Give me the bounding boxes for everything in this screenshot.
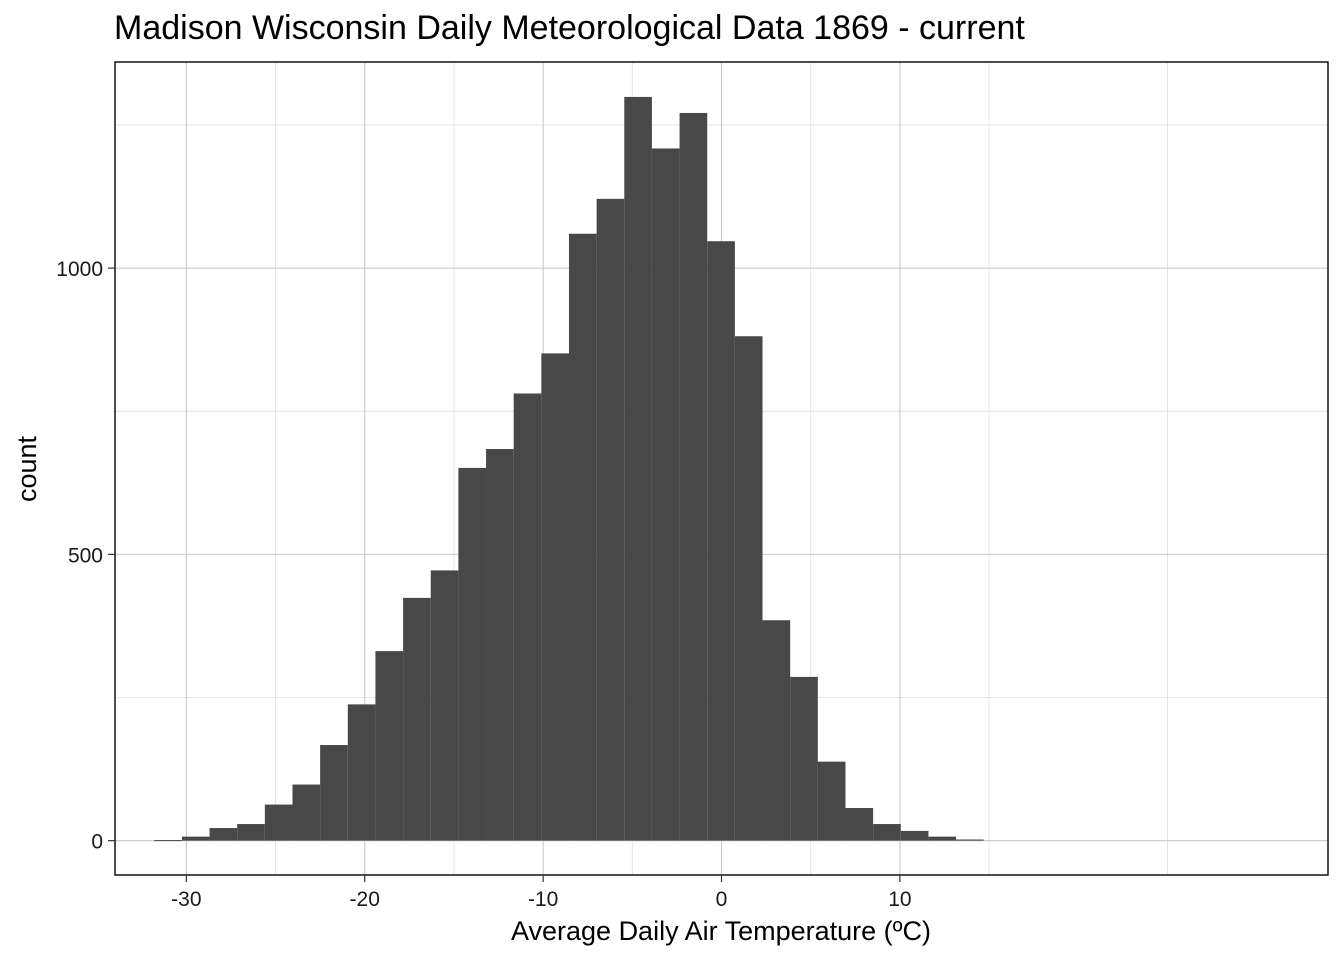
histogram-bar <box>900 830 929 841</box>
histogram-bar <box>292 784 321 841</box>
histogram-bar <box>568 233 597 841</box>
y-axis-title: count <box>12 435 42 502</box>
histogram-bar <box>375 651 404 841</box>
histogram-bar <box>624 96 652 841</box>
histogram-bar <box>181 836 210 841</box>
histogram-bar <box>707 241 735 841</box>
x-tick-label: -30 <box>171 888 201 911</box>
y-tick-label: 0 <box>91 831 103 854</box>
histogram-bar <box>817 761 846 841</box>
histogram-bar <box>347 704 376 841</box>
histogram-bar <box>264 804 293 841</box>
histogram-bar <box>237 824 265 841</box>
x-tick-label: 10 <box>888 888 911 911</box>
histogram-bar <box>845 808 874 841</box>
y-axis: 0 500 1000 <box>56 258 115 854</box>
y-tick-label: 500 <box>68 544 103 567</box>
histogram-bar <box>154 840 182 842</box>
histogram-bar <box>928 836 957 841</box>
x-tick-label: -10 <box>528 888 558 911</box>
histogram-bar <box>790 676 818 841</box>
x-axis: -30 -20 -10 0 10 <box>171 875 912 911</box>
histogram-bar <box>458 467 487 841</box>
chart-title: Madison Wisconsin Daily Meteorological D… <box>114 9 1025 47</box>
histogram-bar <box>209 828 238 841</box>
histogram-bar <box>762 620 791 841</box>
x-axis-title: Average Daily Air Temperature (ºC) <box>511 916 931 946</box>
histogram-bar <box>430 570 459 841</box>
histogram-bar <box>320 745 348 841</box>
histogram-bar <box>956 839 984 841</box>
histogram-bar <box>403 597 431 841</box>
histogram-bar <box>679 112 708 841</box>
histogram-bar <box>873 824 901 841</box>
histogram-bar <box>541 353 569 841</box>
y-tick-label: 1000 <box>56 258 103 281</box>
histogram-bars <box>154 96 984 842</box>
histogram-bar <box>651 148 680 841</box>
histogram-bar <box>486 449 514 841</box>
x-tick-label: 0 <box>716 888 728 911</box>
histogram-bar <box>513 393 542 841</box>
histogram-bar <box>596 198 625 841</box>
histogram-bar <box>734 336 763 841</box>
x-tick-label: -20 <box>350 888 380 911</box>
